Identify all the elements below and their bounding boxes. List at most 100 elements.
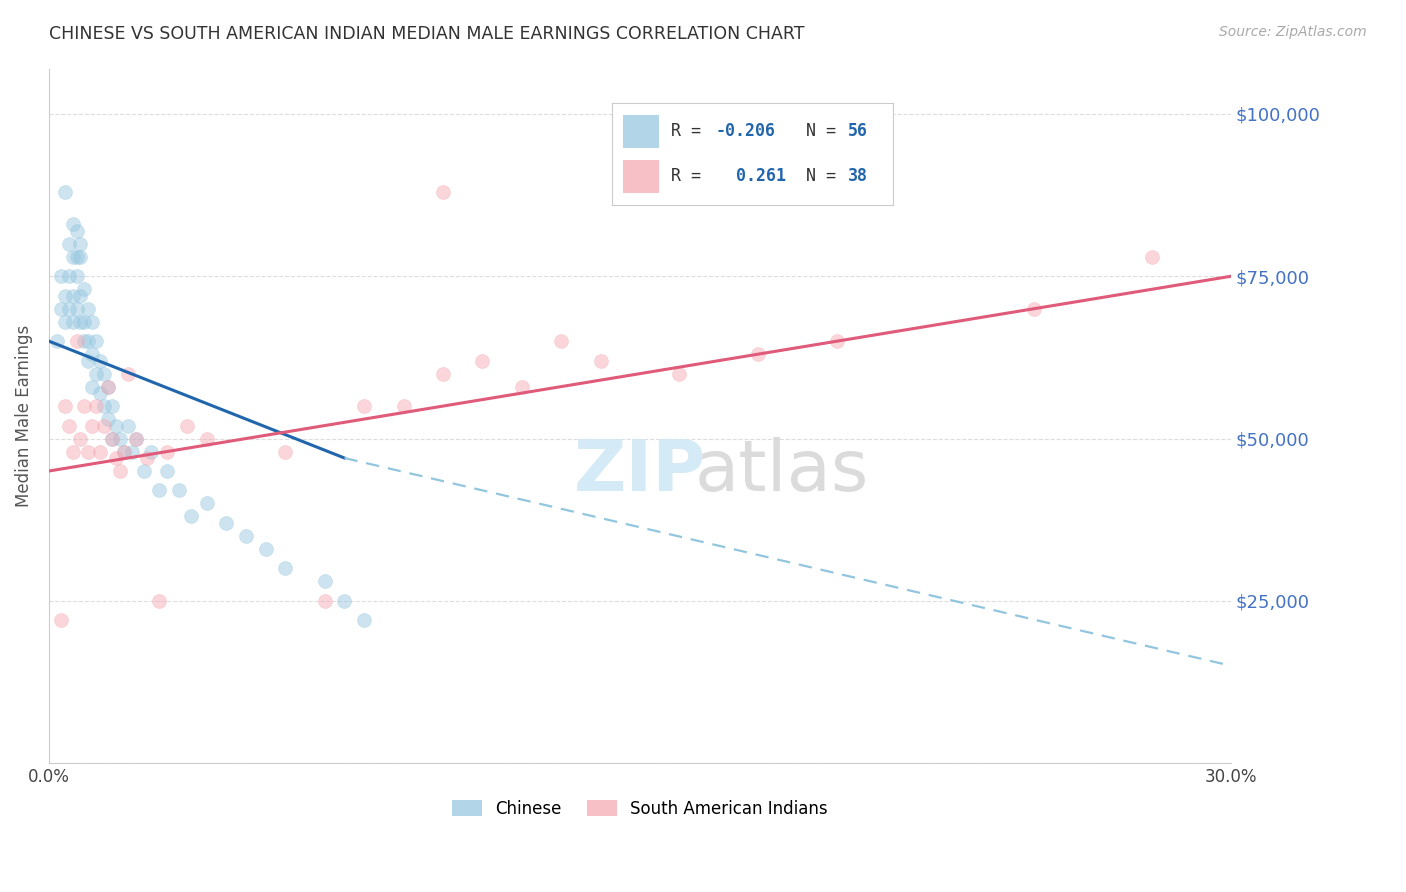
- Point: [58, 236, 80, 251]
- Point: [132, 464, 155, 478]
- Point: [89, 386, 111, 401]
- Point: [62, 315, 84, 329]
- Point: [49, 613, 72, 627]
- Point: [195, 432, 218, 446]
- Point: [93, 418, 115, 433]
- Point: [124, 432, 146, 446]
- Point: [82, 418, 104, 433]
- Point: [432, 185, 454, 199]
- Text: -0.206: -0.206: [716, 122, 776, 140]
- Text: N =: N =: [786, 168, 846, 186]
- Text: 56: 56: [848, 122, 868, 140]
- Point: [93, 399, 115, 413]
- Point: [45, 334, 67, 348]
- Point: [104, 418, 127, 433]
- Point: [69, 250, 91, 264]
- Point: [62, 444, 84, 458]
- Point: [333, 594, 356, 608]
- Point: [195, 496, 218, 510]
- Point: [77, 353, 100, 368]
- Point: [176, 418, 198, 433]
- Text: 0.261: 0.261: [716, 168, 786, 186]
- Point: [65, 224, 87, 238]
- Point: [117, 367, 139, 381]
- Point: [84, 399, 107, 413]
- Point: [65, 334, 87, 348]
- Point: [353, 613, 375, 627]
- Point: [136, 450, 159, 465]
- Point: [62, 250, 84, 264]
- Point: [65, 269, 87, 284]
- Point: [82, 315, 104, 329]
- Point: [97, 379, 120, 393]
- Point: [314, 574, 336, 589]
- Point: [101, 432, 124, 446]
- Point: [97, 412, 120, 426]
- Point: [101, 399, 124, 413]
- Bar: [623, 160, 659, 193]
- Point: [93, 367, 115, 381]
- Point: [274, 444, 297, 458]
- Point: [84, 334, 107, 348]
- Point: [432, 367, 454, 381]
- Point: [148, 594, 170, 608]
- Point: [49, 301, 72, 316]
- Point: [392, 399, 415, 413]
- Point: [254, 541, 277, 556]
- Point: [668, 367, 690, 381]
- Point: [235, 529, 257, 543]
- Point: [117, 418, 139, 433]
- Point: [62, 217, 84, 231]
- Point: [124, 432, 146, 446]
- Point: [49, 269, 72, 284]
- Y-axis label: Median Male Earnings: Median Male Earnings: [15, 325, 32, 507]
- Point: [58, 418, 80, 433]
- Point: [89, 444, 111, 458]
- Point: [53, 315, 76, 329]
- Point: [121, 444, 143, 458]
- Point: [1022, 301, 1045, 316]
- Text: R =: R =: [671, 168, 710, 186]
- Point: [53, 185, 76, 199]
- Text: 38: 38: [848, 168, 868, 186]
- Point: [747, 347, 769, 361]
- Text: CHINESE VS SOUTH AMERICAN INDIAN MEDIAN MALE EARNINGS CORRELATION CHART: CHINESE VS SOUTH AMERICAN INDIAN MEDIAN …: [49, 25, 804, 43]
- Point: [167, 483, 190, 498]
- Point: [84, 367, 107, 381]
- Point: [314, 594, 336, 608]
- Point: [53, 399, 76, 413]
- Point: [62, 289, 84, 303]
- Point: [148, 483, 170, 498]
- Text: N =: N =: [786, 122, 846, 140]
- Point: [104, 450, 127, 465]
- Point: [69, 289, 91, 303]
- Text: ZIP: ZIP: [574, 437, 706, 506]
- Point: [73, 282, 96, 296]
- Point: [1140, 250, 1163, 264]
- Point: [77, 301, 100, 316]
- Point: [141, 444, 163, 458]
- Point: [101, 432, 124, 446]
- Point: [82, 379, 104, 393]
- Point: [73, 399, 96, 413]
- Point: [353, 399, 375, 413]
- Point: [73, 315, 96, 329]
- Point: [156, 464, 179, 478]
- Point: [108, 464, 131, 478]
- Point: [77, 444, 100, 458]
- Text: atlas: atlas: [695, 437, 869, 506]
- Point: [53, 289, 76, 303]
- Point: [215, 516, 238, 530]
- Point: [89, 353, 111, 368]
- Point: [108, 432, 131, 446]
- Point: [82, 347, 104, 361]
- Point: [77, 334, 100, 348]
- Point: [69, 432, 91, 446]
- Point: [65, 301, 87, 316]
- Point: [69, 315, 91, 329]
- Bar: [623, 115, 659, 148]
- Point: [825, 334, 848, 348]
- Point: [589, 353, 612, 368]
- Point: [58, 269, 80, 284]
- Point: [180, 509, 202, 524]
